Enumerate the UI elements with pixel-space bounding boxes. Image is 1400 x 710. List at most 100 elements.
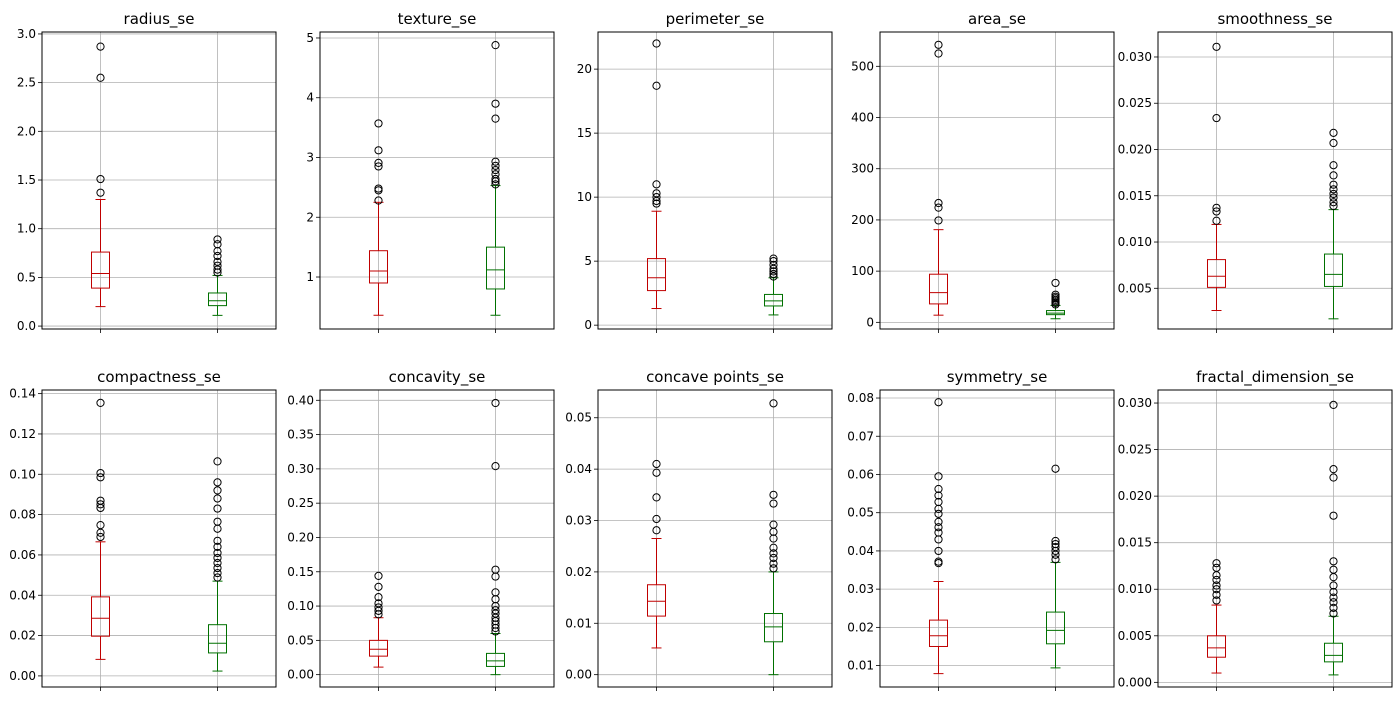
outlier-point (1212, 42, 1221, 51)
axes-frame (1157, 389, 1393, 688)
outlier-point (213, 478, 222, 487)
y-tick-label: 0.07 (847, 429, 874, 443)
outlier-point (652, 180, 661, 189)
outlier-point (374, 162, 383, 171)
outlier-point (934, 497, 943, 507)
outlier-point (96, 520, 105, 530)
iqr-box (208, 624, 227, 654)
subplot-title: concavity_se (389, 368, 486, 387)
outlier-point (1329, 128, 1338, 137)
y-tick-label: 15 (577, 126, 592, 140)
outlier-point (1212, 563, 1221, 572)
y-tick-label: 400 (851, 111, 874, 125)
box-1 (91, 42, 110, 308)
outlier-point (769, 564, 778, 573)
axes-frame (879, 389, 1115, 688)
box-1 (369, 119, 388, 316)
outlier-point (1329, 201, 1338, 211)
outlier-point (491, 165, 500, 175)
y-tick-label: 100 (851, 264, 874, 278)
box-2 (208, 235, 227, 316)
outlier-point (652, 468, 661, 477)
outlier-point (213, 494, 222, 503)
outlier-point (1212, 585, 1221, 594)
box-2 (486, 398, 505, 676)
outlier-point (934, 40, 943, 49)
y-tick-label: 0.14 (9, 387, 36, 401)
outlier-point (1329, 587, 1338, 597)
box-1 (647, 39, 666, 310)
subplot-title: concave points_se (646, 368, 784, 387)
outlier-point (491, 606, 500, 615)
y-tick-label: 10 (577, 190, 592, 204)
y-tick-label: 0.02 (565, 565, 592, 579)
subplot-title: symmetry_se (947, 368, 1048, 387)
outlier-point (652, 193, 661, 202)
subplot-title: smoothness_se (1217, 10, 1332, 29)
outlier-point (769, 269, 778, 279)
outlier-point (1051, 292, 1060, 301)
box-2 (1324, 400, 1343, 676)
box-2 (1046, 278, 1065, 320)
axes-frame (1157, 31, 1393, 330)
outlier-point (96, 42, 105, 51)
outlier-point (934, 472, 943, 481)
outlier-point (491, 588, 500, 597)
iqr-box (929, 273, 948, 305)
subplot-7: 0.00 0.05 0.10 0.15 0.20 0.25 0.30 0.35 0.40 conc… (287, 368, 555, 691)
axes-frame (597, 31, 833, 330)
axes-frame (879, 31, 1115, 330)
subplot-title: texture_se (398, 10, 477, 29)
outlier-point (96, 532, 105, 542)
outlier-point (934, 557, 943, 566)
subplot-9: 0.01 0.02 0.03 0.04 0.05 0.06 0.07 0.08 symmetry… (847, 368, 1115, 691)
axes-frame (41, 389, 277, 688)
outlier-point (1212, 216, 1221, 225)
y-tick-label: 0.04 (565, 462, 592, 476)
outlier-point (769, 543, 778, 552)
outlier-point (1329, 193, 1338, 202)
y-tick-label: 0.06 (9, 548, 36, 562)
outlier-point (1051, 464, 1060, 473)
box-1 (647, 459, 666, 649)
outlier-point (934, 528, 943, 537)
outlier-point (213, 257, 222, 266)
outlier-point (769, 549, 778, 558)
outlier-point (374, 571, 383, 580)
outlier-point (1329, 609, 1338, 618)
y-tick-label: 0.01 (565, 616, 592, 630)
outlier-point (96, 174, 105, 184)
outlier-point (769, 267, 778, 276)
y-tick-label: 0.01 (847, 659, 874, 673)
outlier-point (213, 573, 222, 582)
subplot-title: compactness_se (97, 368, 221, 387)
outlier-point (374, 119, 383, 128)
outlier-point (213, 542, 222, 551)
outlier-point (96, 73, 105, 82)
y-tick-label: 0 (866, 315, 874, 329)
y-tick-label: 0.02 (847, 620, 874, 634)
box-1 (1207, 42, 1226, 311)
y-tick-label: 0.5 (17, 270, 36, 284)
outlier-point (1051, 555, 1060, 564)
outlier-point (1329, 593, 1338, 602)
iqr-box (208, 292, 227, 307)
iqr-box (647, 584, 666, 617)
y-tick-label: 0.030 (1118, 396, 1152, 410)
subplot-title: area_se (968, 10, 1026, 29)
outlier-point (934, 517, 943, 526)
y-tick-label: 0.12 (9, 427, 36, 441)
y-tick-label: 0.04 (847, 544, 874, 558)
y-tick-label: 0.030 (1118, 50, 1152, 64)
subplot-4: 0 100 200 300 400 500 area_se (851, 10, 1115, 333)
axes-frame (41, 31, 277, 330)
outlier-point (1051, 536, 1060, 546)
outlier-point (652, 81, 661, 90)
outlier-point (1212, 113, 1221, 123)
outlier-point (1212, 596, 1221, 605)
outlier-point (491, 157, 500, 166)
iqr-box (91, 251, 110, 289)
outlier-point (213, 548, 222, 558)
y-tick-label: 3 (306, 150, 314, 164)
box-2 (486, 41, 505, 316)
